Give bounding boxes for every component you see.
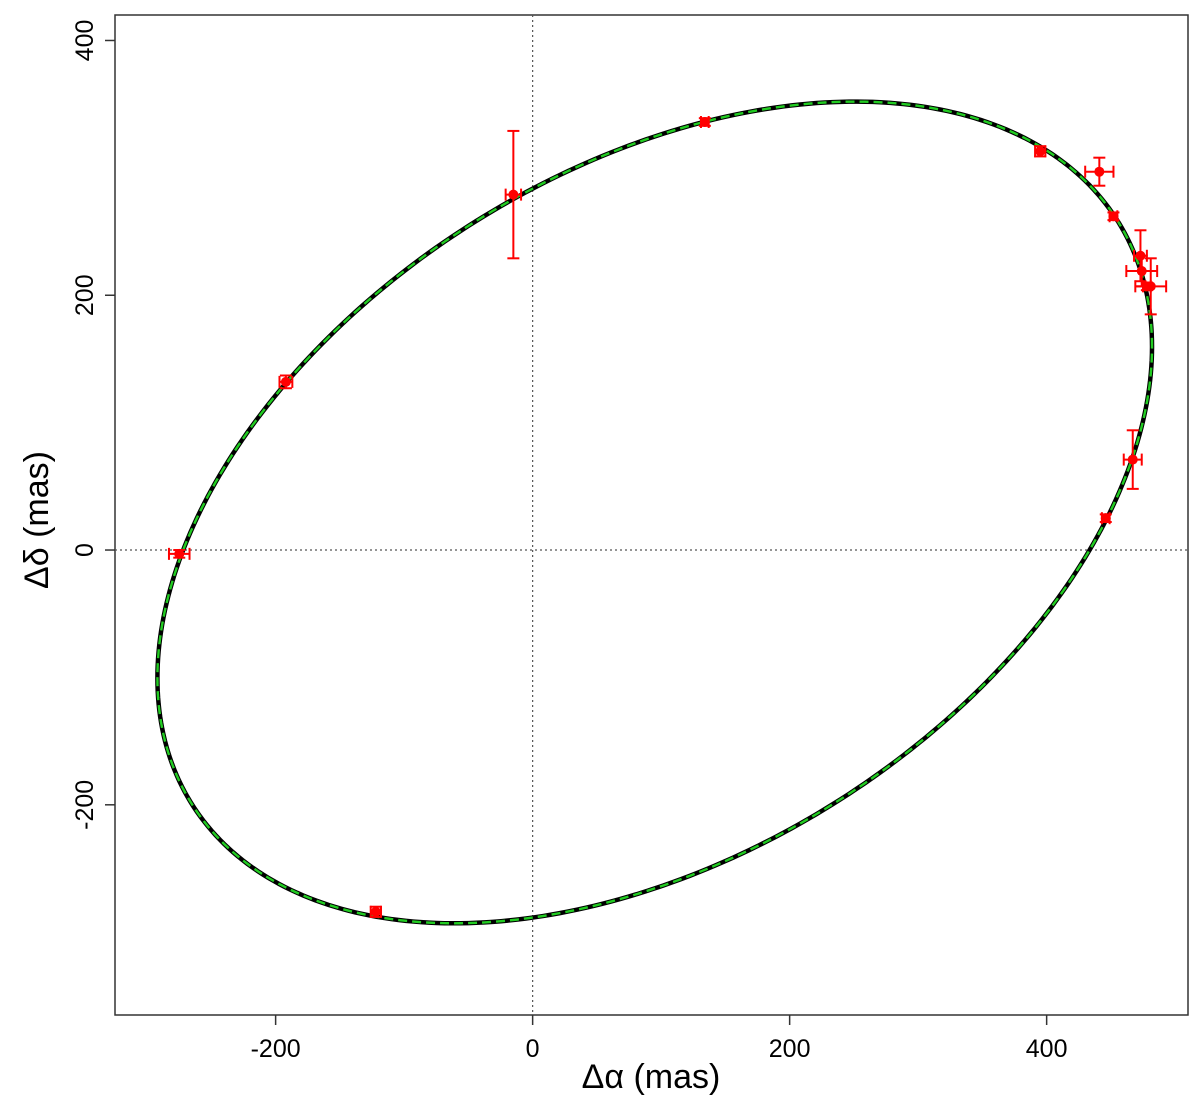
orbit-dashed-line bbox=[156, 100, 1154, 925]
x-axis-title: Δα (mas) bbox=[582, 1058, 721, 1096]
observation-points bbox=[167, 116, 1168, 918]
observation-marker bbox=[370, 906, 381, 917]
observation-marker bbox=[699, 117, 710, 128]
observation-marker bbox=[1145, 281, 1156, 292]
observation-marker bbox=[174, 548, 185, 559]
y-tick-label: 0 bbox=[71, 543, 99, 557]
observation-marker bbox=[1100, 513, 1111, 524]
observation-point bbox=[1099, 512, 1112, 525]
observation-point bbox=[1134, 257, 1168, 316]
observation-point bbox=[369, 905, 383, 918]
observation-point bbox=[1034, 145, 1047, 158]
orbit-curve bbox=[155, 99, 1155, 926]
x-tick-label: -200 bbox=[251, 1035, 301, 1063]
y-tick-label: 400 bbox=[71, 20, 99, 62]
orbit-solid-line bbox=[155, 99, 1155, 926]
observation-point bbox=[1107, 210, 1120, 223]
x-tick-label: 400 bbox=[1026, 1035, 1068, 1063]
observation-point bbox=[278, 374, 294, 390]
observation-marker bbox=[1094, 166, 1105, 177]
observation-marker bbox=[1127, 454, 1138, 465]
y-tick-label: -200 bbox=[71, 780, 99, 830]
observation-point bbox=[698, 116, 711, 129]
reference-lines bbox=[115, 15, 1188, 1015]
observation-marker bbox=[1136, 266, 1147, 277]
x-tick-label: 200 bbox=[769, 1035, 811, 1063]
plot-frame bbox=[114, 14, 1189, 1016]
observation-point bbox=[1084, 156, 1115, 187]
observation-marker bbox=[1035, 146, 1046, 157]
observation-marker bbox=[1108, 211, 1119, 222]
x-axis-ticks: -200 0 200 400 bbox=[251, 1015, 1068, 1063]
observation-point bbox=[1122, 429, 1143, 490]
y-axis-ticks: -200 0 200 400 bbox=[71, 20, 115, 830]
y-axis-title: Δδ (mas) bbox=[18, 451, 56, 589]
x-tick-label: 0 bbox=[526, 1035, 540, 1063]
y-tick-label: 200 bbox=[71, 274, 99, 316]
observation-point bbox=[167, 547, 191, 560]
observation-point bbox=[504, 129, 523, 260]
observation-marker bbox=[280, 376, 291, 387]
observation-marker bbox=[508, 189, 519, 200]
